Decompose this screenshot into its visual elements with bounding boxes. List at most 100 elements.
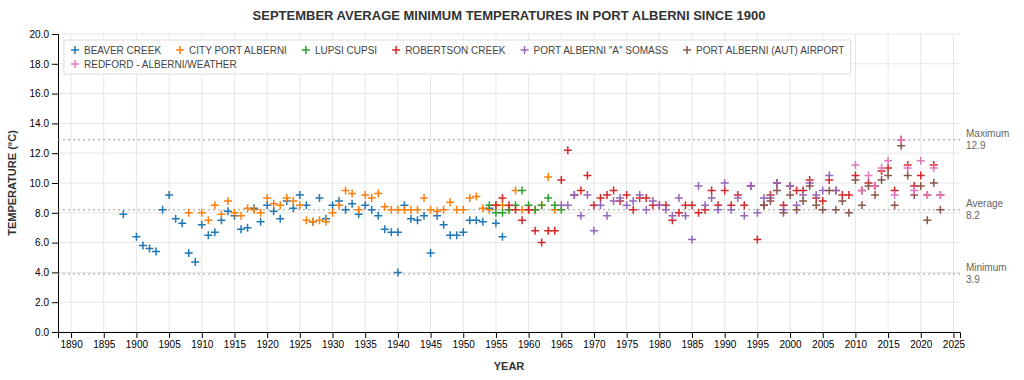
annotation-label: Minimum <box>966 262 1007 273</box>
point <box>518 186 526 194</box>
legend: BEAVER CREEKCITY PORT ALBERNILUPSI CUPSI… <box>64 40 850 74</box>
point <box>198 209 206 217</box>
point <box>891 201 899 209</box>
tick-mark <box>365 332 366 338</box>
legend-symbol <box>392 46 400 54</box>
tick-label: 1920 <box>257 339 280 350</box>
point <box>760 201 768 209</box>
point <box>204 216 212 224</box>
grid-line-x <box>757 34 758 332</box>
tick-mark <box>234 332 235 338</box>
point <box>270 207 278 215</box>
point <box>799 197 807 205</box>
legend-item: CITY PORT ALBERNI <box>176 45 287 56</box>
tick: 12.0 <box>30 148 58 159</box>
point <box>165 191 173 199</box>
tick: 1935 <box>355 332 378 350</box>
tick-mark <box>52 183 58 184</box>
point <box>289 197 297 205</box>
point <box>655 201 663 209</box>
tick-label: 8.0 <box>35 208 49 219</box>
grid-line-y <box>58 302 960 303</box>
point <box>244 224 252 232</box>
point <box>773 179 781 187</box>
point <box>472 216 480 224</box>
point <box>884 157 892 165</box>
grid-line-y <box>58 123 960 124</box>
point <box>858 186 866 194</box>
tick-label: 1955 <box>485 339 508 350</box>
point <box>427 249 435 257</box>
tick-mark <box>71 332 72 338</box>
point <box>374 189 382 197</box>
point <box>479 218 487 226</box>
point <box>368 194 376 202</box>
point <box>413 216 421 224</box>
tick: 1890 <box>60 332 83 350</box>
point <box>923 191 931 199</box>
point <box>871 182 879 190</box>
point <box>237 212 245 220</box>
tick-label: 1945 <box>420 339 443 350</box>
point <box>910 186 918 194</box>
tick-mark <box>52 123 58 124</box>
grid-line-x <box>593 34 594 332</box>
tick-label: 2020 <box>910 339 933 350</box>
legend-background <box>64 40 850 74</box>
point <box>629 197 637 205</box>
tick: 1910 <box>191 332 214 350</box>
tick: 18.0 <box>30 59 58 70</box>
point <box>936 191 944 199</box>
legend-symbol <box>302 46 310 54</box>
point <box>309 218 317 226</box>
tick: 6.0 <box>35 237 58 248</box>
tick-mark <box>627 332 628 338</box>
tick-mark <box>52 302 58 303</box>
point <box>211 201 219 209</box>
point <box>446 198 454 206</box>
point <box>923 216 931 224</box>
point <box>557 176 565 184</box>
tick: 1965 <box>551 332 574 350</box>
point <box>701 201 709 209</box>
point <box>296 191 304 199</box>
tick: 1980 <box>649 332 672 350</box>
point <box>917 172 925 180</box>
point <box>786 182 794 190</box>
tick-label: 2005 <box>812 339 835 350</box>
series <box>119 191 506 276</box>
point <box>623 201 631 209</box>
plot-area: 1890189519001905191019151920192519301935… <box>30 29 1010 350</box>
tick-mark <box>136 332 137 338</box>
tick: 10.0 <box>30 178 58 189</box>
point <box>276 215 284 223</box>
tick-label: 2.0 <box>35 297 49 308</box>
point <box>740 201 748 209</box>
point <box>440 206 448 214</box>
point <box>838 197 846 205</box>
point <box>538 201 546 209</box>
point <box>577 186 585 194</box>
tick-mark <box>52 34 58 35</box>
point <box>172 215 180 223</box>
point <box>551 227 559 235</box>
tick-label: 1895 <box>93 339 116 350</box>
point <box>178 219 186 227</box>
tick-mark <box>953 332 954 338</box>
grid-line-x <box>365 34 366 332</box>
point <box>708 194 716 202</box>
grid-line-x <box>267 34 268 332</box>
point <box>538 201 546 209</box>
point <box>244 204 252 212</box>
tick-mark <box>692 332 693 338</box>
point <box>734 194 742 202</box>
point <box>688 236 696 244</box>
point <box>427 206 435 214</box>
point <box>871 191 879 199</box>
tick-mark <box>52 64 58 65</box>
point <box>544 173 552 181</box>
point <box>570 191 578 199</box>
tick: 1970 <box>583 332 606 350</box>
tick-mark <box>561 332 562 338</box>
point <box>368 206 376 214</box>
